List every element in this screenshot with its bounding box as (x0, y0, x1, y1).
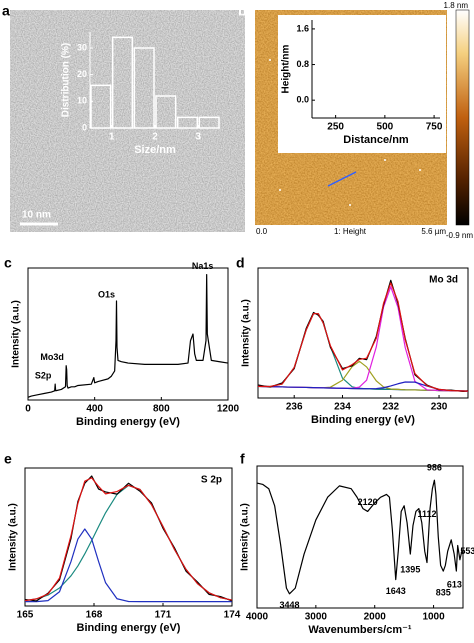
panel-letter: a (2, 3, 10, 19)
x-tick-label: 174 (224, 610, 241, 621)
x-axis-label: Size/nm (134, 144, 176, 156)
y-tick-label: 0.8 (296, 59, 309, 69)
x-tick-label: 2000 (364, 612, 387, 623)
annotation: 1112 (417, 509, 436, 519)
colorbar (455, 9, 470, 226)
profile-line (327, 171, 357, 187)
x-tick-label: 171 (155, 610, 172, 621)
panel-letter: d (236, 255, 245, 271)
series-line (25, 528, 232, 603)
afm-x-end: 5.6 µm (421, 227, 446, 236)
inset-background (278, 15, 446, 153)
x-tick-label: 236 (286, 402, 303, 413)
y-tick-label: 10 (77, 96, 87, 106)
annotation: 553 (460, 546, 474, 556)
series-line (27, 274, 229, 398)
x-tick-label: 1200 (217, 404, 240, 415)
x-tick-label: 1000 (422, 612, 445, 623)
annotation: 1395 (400, 564, 420, 574)
x-tick-label: 3000 (305, 612, 328, 623)
annotation: O1s (98, 289, 115, 299)
annotation: 3448 (279, 600, 299, 610)
annotation: 1643 (386, 586, 406, 596)
x-tick-label: 4000 (246, 612, 269, 623)
x-axis-label: Wavenumbers/cm⁻¹ (308, 624, 412, 636)
series-line (257, 286, 469, 392)
colorbar-max: 1.8 nm (444, 1, 469, 10)
series-line (315, 28, 437, 106)
annotation: S2p (35, 371, 52, 381)
annotation: 986 (427, 463, 442, 473)
y-axis-label: Height/nm (281, 44, 292, 93)
x-tick-label: 3 (196, 132, 202, 143)
y-axis-label: Intensity (a.u.) (240, 503, 251, 571)
x-axis-label: Distance/nm (343, 134, 409, 146)
bar (155, 95, 177, 129)
y-tick-label: 1.6 (296, 23, 309, 33)
x-axis-label: Binding energy (eV) (76, 416, 180, 428)
tem-image (10, 10, 245, 232)
colorbar-min: -0.9 nm (446, 231, 473, 240)
x-tick-label: 168 (86, 610, 103, 621)
series-line (257, 282, 469, 392)
panel-title: S 2p (201, 475, 222, 486)
plot-frame (24, 467, 233, 607)
y-tick-label: 0.0 (296, 95, 309, 105)
annotation: Mo3d (40, 352, 64, 362)
plot-frame (257, 267, 469, 399)
bar (176, 116, 199, 129)
x-tick-label: 400 (86, 404, 103, 415)
afm-channel: 1: Height (334, 227, 367, 236)
x-tick-label: 2 (152, 132, 158, 143)
plot-frame (256, 465, 464, 609)
annotation: Na1s (192, 261, 214, 271)
x-tick-label: 250 (327, 122, 344, 133)
panel-letter: c (4, 255, 12, 271)
x-axis-label: Binding energy (eV) (77, 622, 181, 634)
y-axis-label: Intensity (a.u.) (11, 300, 22, 368)
x-axis-label: Binding energy (eV) (311, 414, 415, 426)
bar (133, 47, 155, 129)
x-tick-label: 0 (25, 404, 31, 415)
y-axis-label: Intensity (a.u.) (8, 503, 19, 571)
x-tick-label: 800 (153, 404, 170, 415)
bar (111, 36, 134, 129)
panel-letter: f (240, 451, 245, 467)
x-tick-label: 1 (109, 132, 115, 143)
y-tick-label: 20 (77, 69, 87, 79)
panel-letter: e (4, 451, 12, 467)
bar (198, 116, 220, 129)
series-line (257, 312, 469, 392)
y-tick-label: 30 (77, 42, 87, 52)
x-tick-label: 165 (17, 610, 34, 621)
panel-letter: b (238, 3, 247, 19)
x-tick-label: 230 (431, 402, 448, 413)
x-tick-label: 750 (426, 122, 443, 133)
annotation: 835 (436, 587, 451, 597)
panel-title: Mo 3d (429, 275, 458, 286)
y-axis-label: Intensity (a.u.) (241, 299, 252, 367)
x-tick-label: 500 (377, 122, 394, 133)
x-tick-label: 234 (334, 402, 351, 413)
y-tick-label: 0 (82, 122, 87, 132)
annotation: 613 (447, 579, 462, 589)
bar (90, 84, 112, 129)
series-line (24, 477, 233, 602)
plot-frame (27, 267, 229, 401)
y-axis-label: Distribution (%) (61, 43, 72, 117)
afm-x-start: 0.0 (256, 227, 268, 236)
scale-bar-label: 10 nm (22, 210, 51, 221)
series-line (256, 479, 464, 595)
annotation: 2120 (358, 497, 378, 507)
x-tick-label: 232 (382, 402, 399, 413)
